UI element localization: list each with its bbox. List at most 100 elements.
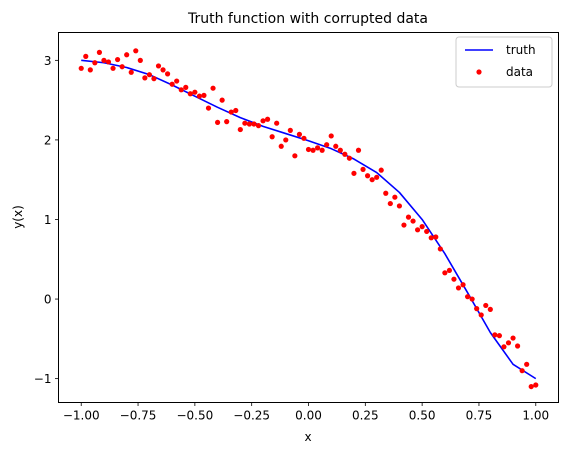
x-tick-label: 1.00 xyxy=(522,409,549,423)
y-tick-label: 1 xyxy=(44,213,52,227)
data-point xyxy=(201,92,207,98)
data-point xyxy=(528,383,534,390)
data-point xyxy=(410,218,416,224)
data-point xyxy=(155,63,162,69)
data-point xyxy=(260,118,266,124)
data-point xyxy=(274,120,280,126)
data-point xyxy=(460,282,466,288)
x-tick-label: −0.75 xyxy=(120,409,157,423)
data-point xyxy=(124,52,130,58)
data-point xyxy=(242,120,248,126)
data-point xyxy=(501,344,507,350)
data-point xyxy=(92,60,98,66)
y-tick-label: −1 xyxy=(34,372,52,386)
data-point xyxy=(328,133,334,139)
data-point xyxy=(314,145,321,151)
data-point xyxy=(533,382,539,388)
data-point xyxy=(255,123,262,129)
data-point xyxy=(105,59,112,65)
legend-truth-label: truth xyxy=(506,43,536,57)
data-point xyxy=(396,203,403,209)
data-point xyxy=(405,214,412,220)
truth-line xyxy=(81,59,537,380)
data-point xyxy=(369,177,375,183)
series-layer xyxy=(78,48,539,390)
data-point xyxy=(210,85,216,91)
plot-area xyxy=(58,32,559,403)
data-point xyxy=(342,151,348,157)
data-point xyxy=(219,97,225,103)
data-point xyxy=(214,119,221,126)
data-point xyxy=(246,121,253,127)
y-axis-label: y(x) xyxy=(11,205,25,229)
data-point xyxy=(169,81,175,87)
data-point xyxy=(419,224,425,230)
data-point xyxy=(355,147,362,153)
data-point xyxy=(205,105,212,111)
data-point xyxy=(264,116,271,122)
y-tick-label: 3 xyxy=(44,54,52,68)
x-axis: −1.00 −0.75 −0.50 −0.25 0.00 0.25 0.50 0.75 1.00 xyxy=(63,402,549,423)
data-point xyxy=(251,121,257,127)
data-point xyxy=(360,166,366,172)
data-point xyxy=(101,57,107,63)
data-point xyxy=(392,194,398,200)
data-point xyxy=(292,153,298,159)
data-point xyxy=(519,368,525,374)
data-point xyxy=(424,228,430,235)
data-point xyxy=(492,332,498,338)
data-point xyxy=(301,135,307,141)
data-point xyxy=(119,64,125,70)
data-point xyxy=(374,174,380,180)
data-point xyxy=(319,147,325,153)
chart-title: Truth function with corrupted data xyxy=(187,11,428,27)
data-point xyxy=(151,76,157,82)
x-tick-label: −0.50 xyxy=(176,409,213,423)
data-point xyxy=(142,75,148,81)
x-tick-label: −1.00 xyxy=(63,409,100,423)
data-point xyxy=(478,312,484,318)
x-tick-label: 0.00 xyxy=(295,409,322,423)
data-point xyxy=(505,340,512,346)
data-point xyxy=(437,246,443,252)
data-point xyxy=(137,57,143,63)
data-point xyxy=(464,294,471,300)
data-point xyxy=(451,276,457,282)
data-point xyxy=(164,71,171,77)
data-point xyxy=(324,142,330,148)
data-point xyxy=(428,235,434,241)
data-point xyxy=(401,222,407,228)
y-tick-label: 2 xyxy=(44,133,52,147)
y-tick-label: 0 xyxy=(44,293,52,307)
data-point xyxy=(455,285,462,291)
data-point xyxy=(496,333,503,339)
data-point xyxy=(174,78,180,84)
data-point xyxy=(433,234,439,240)
data-point xyxy=(337,147,343,153)
data-point xyxy=(296,131,303,137)
data-point xyxy=(487,306,493,312)
data-point xyxy=(310,147,316,153)
data-point xyxy=(346,155,353,161)
data-point xyxy=(510,335,516,341)
data-point xyxy=(146,72,153,78)
data-point xyxy=(78,65,84,71)
data-point xyxy=(305,146,312,153)
data-point xyxy=(387,200,393,207)
x-tick-label: 0.75 xyxy=(466,409,493,423)
data-point xyxy=(237,126,243,133)
data-point xyxy=(224,119,230,125)
data-point xyxy=(83,53,89,59)
legend-data-label: data xyxy=(506,65,533,79)
data-point xyxy=(414,227,421,233)
data-point xyxy=(178,87,184,93)
data-point xyxy=(483,302,489,309)
data-point xyxy=(524,361,530,367)
x-axis-label: x xyxy=(304,430,311,444)
data-point xyxy=(287,127,293,133)
data-point xyxy=(442,270,448,276)
data-point xyxy=(278,143,284,149)
data-point xyxy=(269,134,275,140)
data-point xyxy=(187,91,193,97)
